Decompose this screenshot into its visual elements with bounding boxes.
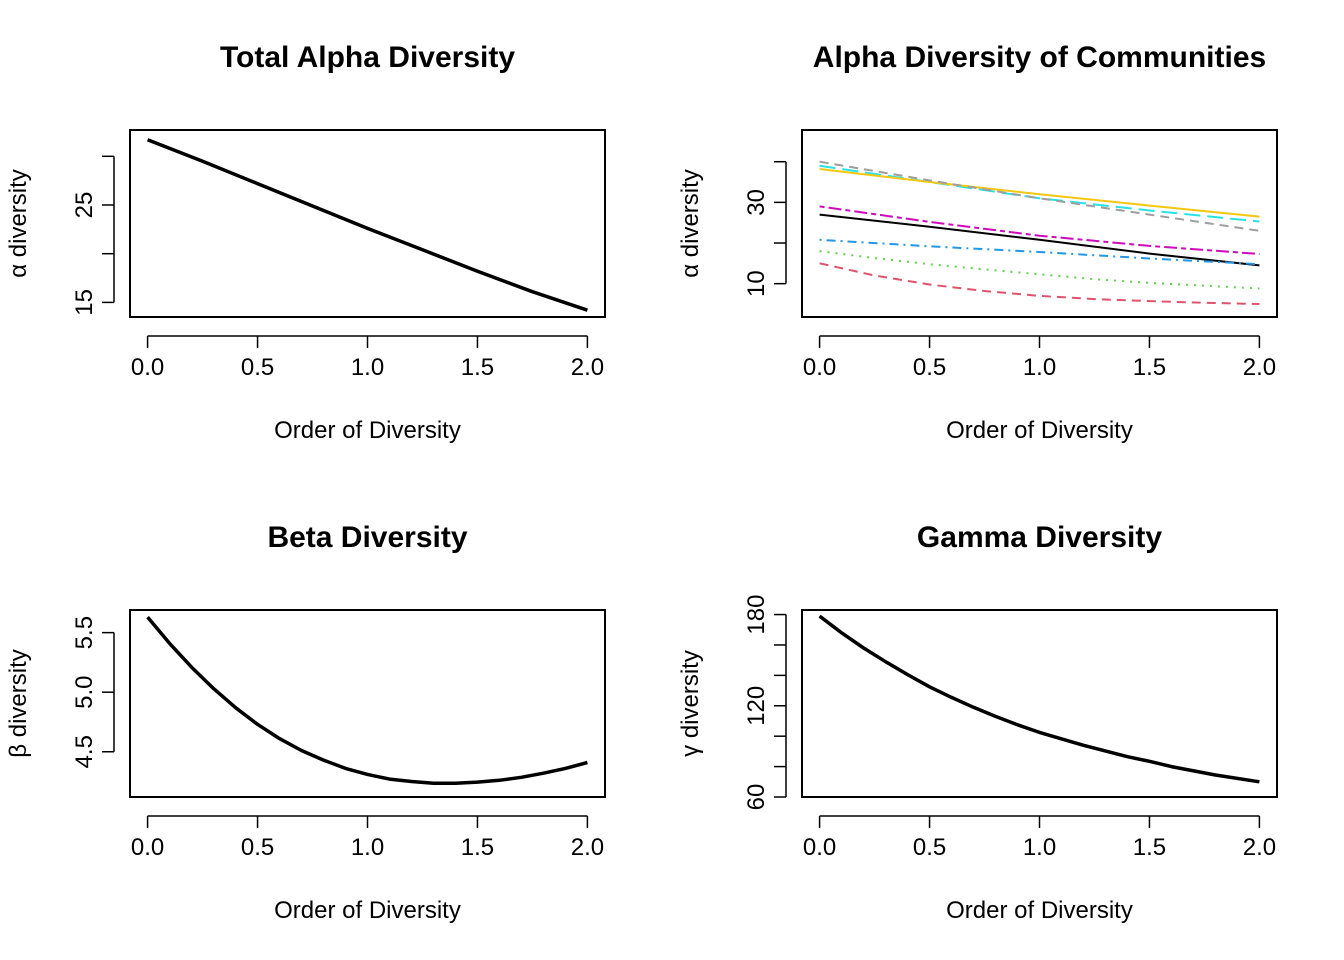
series-line-6 [819, 168, 1260, 218]
x-axis-label: Order of Diversity [946, 417, 1133, 444]
series-line-2 [819, 250, 1260, 290]
plot-frame [129, 129, 606, 318]
chart-title: Alpha Diversity of Communities [813, 41, 1266, 74]
chart-title: Beta Diversity [267, 521, 467, 554]
x-tick-label: 0.0 [131, 354, 164, 381]
y-tick-label: 60 [743, 784, 770, 811]
x-tick-label: 1.5 [1133, 834, 1166, 861]
x-tick-label: 2.0 [571, 834, 604, 861]
plot-frame [801, 129, 1278, 318]
series-line-0 [819, 213, 1260, 267]
x-tick-label: 1.0 [351, 354, 384, 381]
y-axis-label: α diversity [677, 169, 704, 278]
series-line-1 [819, 262, 1260, 305]
x-tick-label: 1.0 [1023, 354, 1056, 381]
x-tick-label: 1.5 [461, 834, 494, 861]
y-axis-label: γ diversity [677, 650, 704, 757]
x-tick-label: 0.0 [803, 354, 836, 381]
series-line-4 [819, 164, 1260, 223]
y-tick-label: 4.5 [71, 735, 98, 768]
series-line-0 [146, 138, 588, 312]
x-tick-label: 0.5 [241, 834, 274, 861]
total-alpha-diversity-panel: Total Alpha Diversity 0.0 0.5 1.0 1.5 2.0 Orde… [5, 41, 606, 444]
y-tick-label: 30 [743, 189, 770, 216]
y-tick-label: 5.0 [71, 675, 98, 708]
beta-diversity-panel: Beta Diversity 0.0 0.5 1.0 1.5 2.0 Order of Di… [5, 521, 606, 924]
x-tick-label: 1.5 [1133, 354, 1166, 381]
chart-title: Total Alpha Diversity [220, 41, 515, 74]
x-tick-label: 1.0 [1023, 834, 1056, 861]
x-axis-label: Order of Diversity [274, 897, 461, 924]
y-tick-label: 180 [743, 595, 770, 635]
series-line-0 [146, 615, 588, 786]
series-line-5 [819, 205, 1260, 255]
chart-title: Gamma Diversity [917, 521, 1162, 554]
series-line-0 [818, 614, 1260, 784]
y-tick-label: 5.5 [71, 616, 98, 649]
x-tick-label: 2.0 [1243, 354, 1276, 381]
gamma-diversity-panel: Gamma Diversity 0.0 0.5 1.0 1.5 2.0 Order of D… [677, 521, 1278, 924]
x-tick-label: 0.0 [131, 834, 164, 861]
series-line-7 [819, 160, 1260, 232]
plot-frame [801, 609, 1278, 798]
x-tick-label: 0.5 [241, 354, 274, 381]
y-tick-label: 15 [71, 289, 98, 316]
x-tick-label: 0.5 [913, 834, 946, 861]
y-tick-label: 25 [71, 192, 98, 219]
x-tick-label: 2.0 [571, 354, 604, 381]
alpha-diversity-of-communities-panel: Alpha Diversity of Communities 0.0 0.5 1.0 1… [677, 41, 1278, 444]
plot-frame [129, 609, 606, 798]
x-tick-label: 0.0 [803, 834, 836, 861]
y-tick-label: 120 [743, 686, 770, 726]
x-tick-label: 1.0 [351, 834, 384, 861]
y-tick-label: 10 [743, 270, 770, 297]
y-axis-label: α diversity [5, 169, 32, 278]
series-line-3 [819, 238, 1260, 266]
x-axis-label: Order of Diversity [946, 897, 1133, 924]
x-tick-label: 0.5 [913, 354, 946, 381]
y-axis-label: β diversity [5, 649, 32, 758]
x-axis-label: Order of Diversity [274, 417, 461, 444]
x-tick-label: 1.5 [461, 354, 494, 381]
x-tick-label: 2.0 [1243, 834, 1276, 861]
